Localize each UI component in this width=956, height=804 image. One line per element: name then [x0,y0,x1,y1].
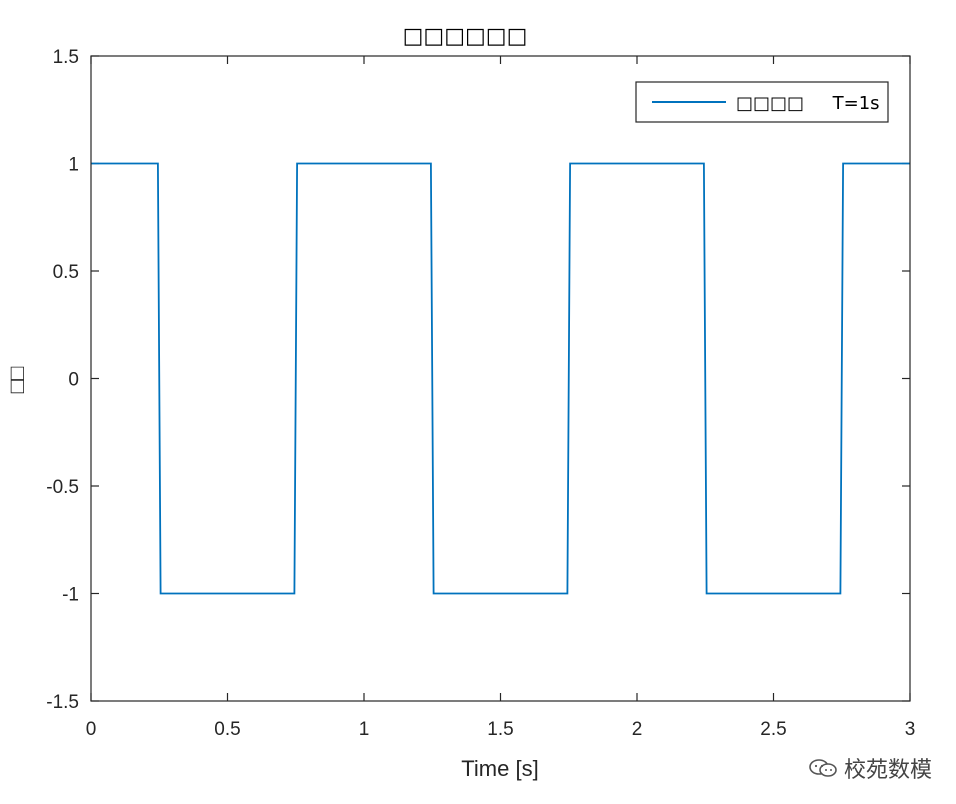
x-tick-label: 1.5 [487,719,513,740]
watermark: 校苑数模 [808,752,932,784]
watermark-text: 校苑数模 [843,758,932,783]
x-tick-label: 0.5 [214,719,240,740]
legend-entry: □□□□ T=1s [736,93,880,114]
wechat-icon [809,759,837,777]
x-tick-label: 2 [632,719,643,740]
x-tick-label: 3 [905,719,916,740]
y-tick-label: -0.5 [46,477,79,498]
plot-frame [90,55,911,702]
y-tick-label: -1 [62,585,79,606]
y-axis-label: □□ [4,367,29,394]
chart-title: □□□□□□ [403,24,528,49]
legend: □□□□ T=1s [635,81,889,123]
x-tick-label: 1 [359,719,370,740]
y-tick-label: -1.5 [46,692,79,713]
x-axis-label: Time [s] [461,756,538,781]
y-axis-ticks: 1.5 1 0.5 0 -0.5 -1 -1.5 [46,47,910,713]
x-tick-label: 0 [86,719,97,740]
y-tick-label: 0 [68,370,79,391]
x-tick-label: 2.5 [760,719,786,740]
series-layer [91,162,910,595]
x-axis-ticks: 0 0.5 1 1.5 2 2.5 3 [86,56,916,740]
y-tick-label: 1.5 [53,47,79,68]
y-tick-label: 1 [68,155,79,176]
series-line [91,162,910,595]
y-tick-label: 0.5 [53,262,79,283]
